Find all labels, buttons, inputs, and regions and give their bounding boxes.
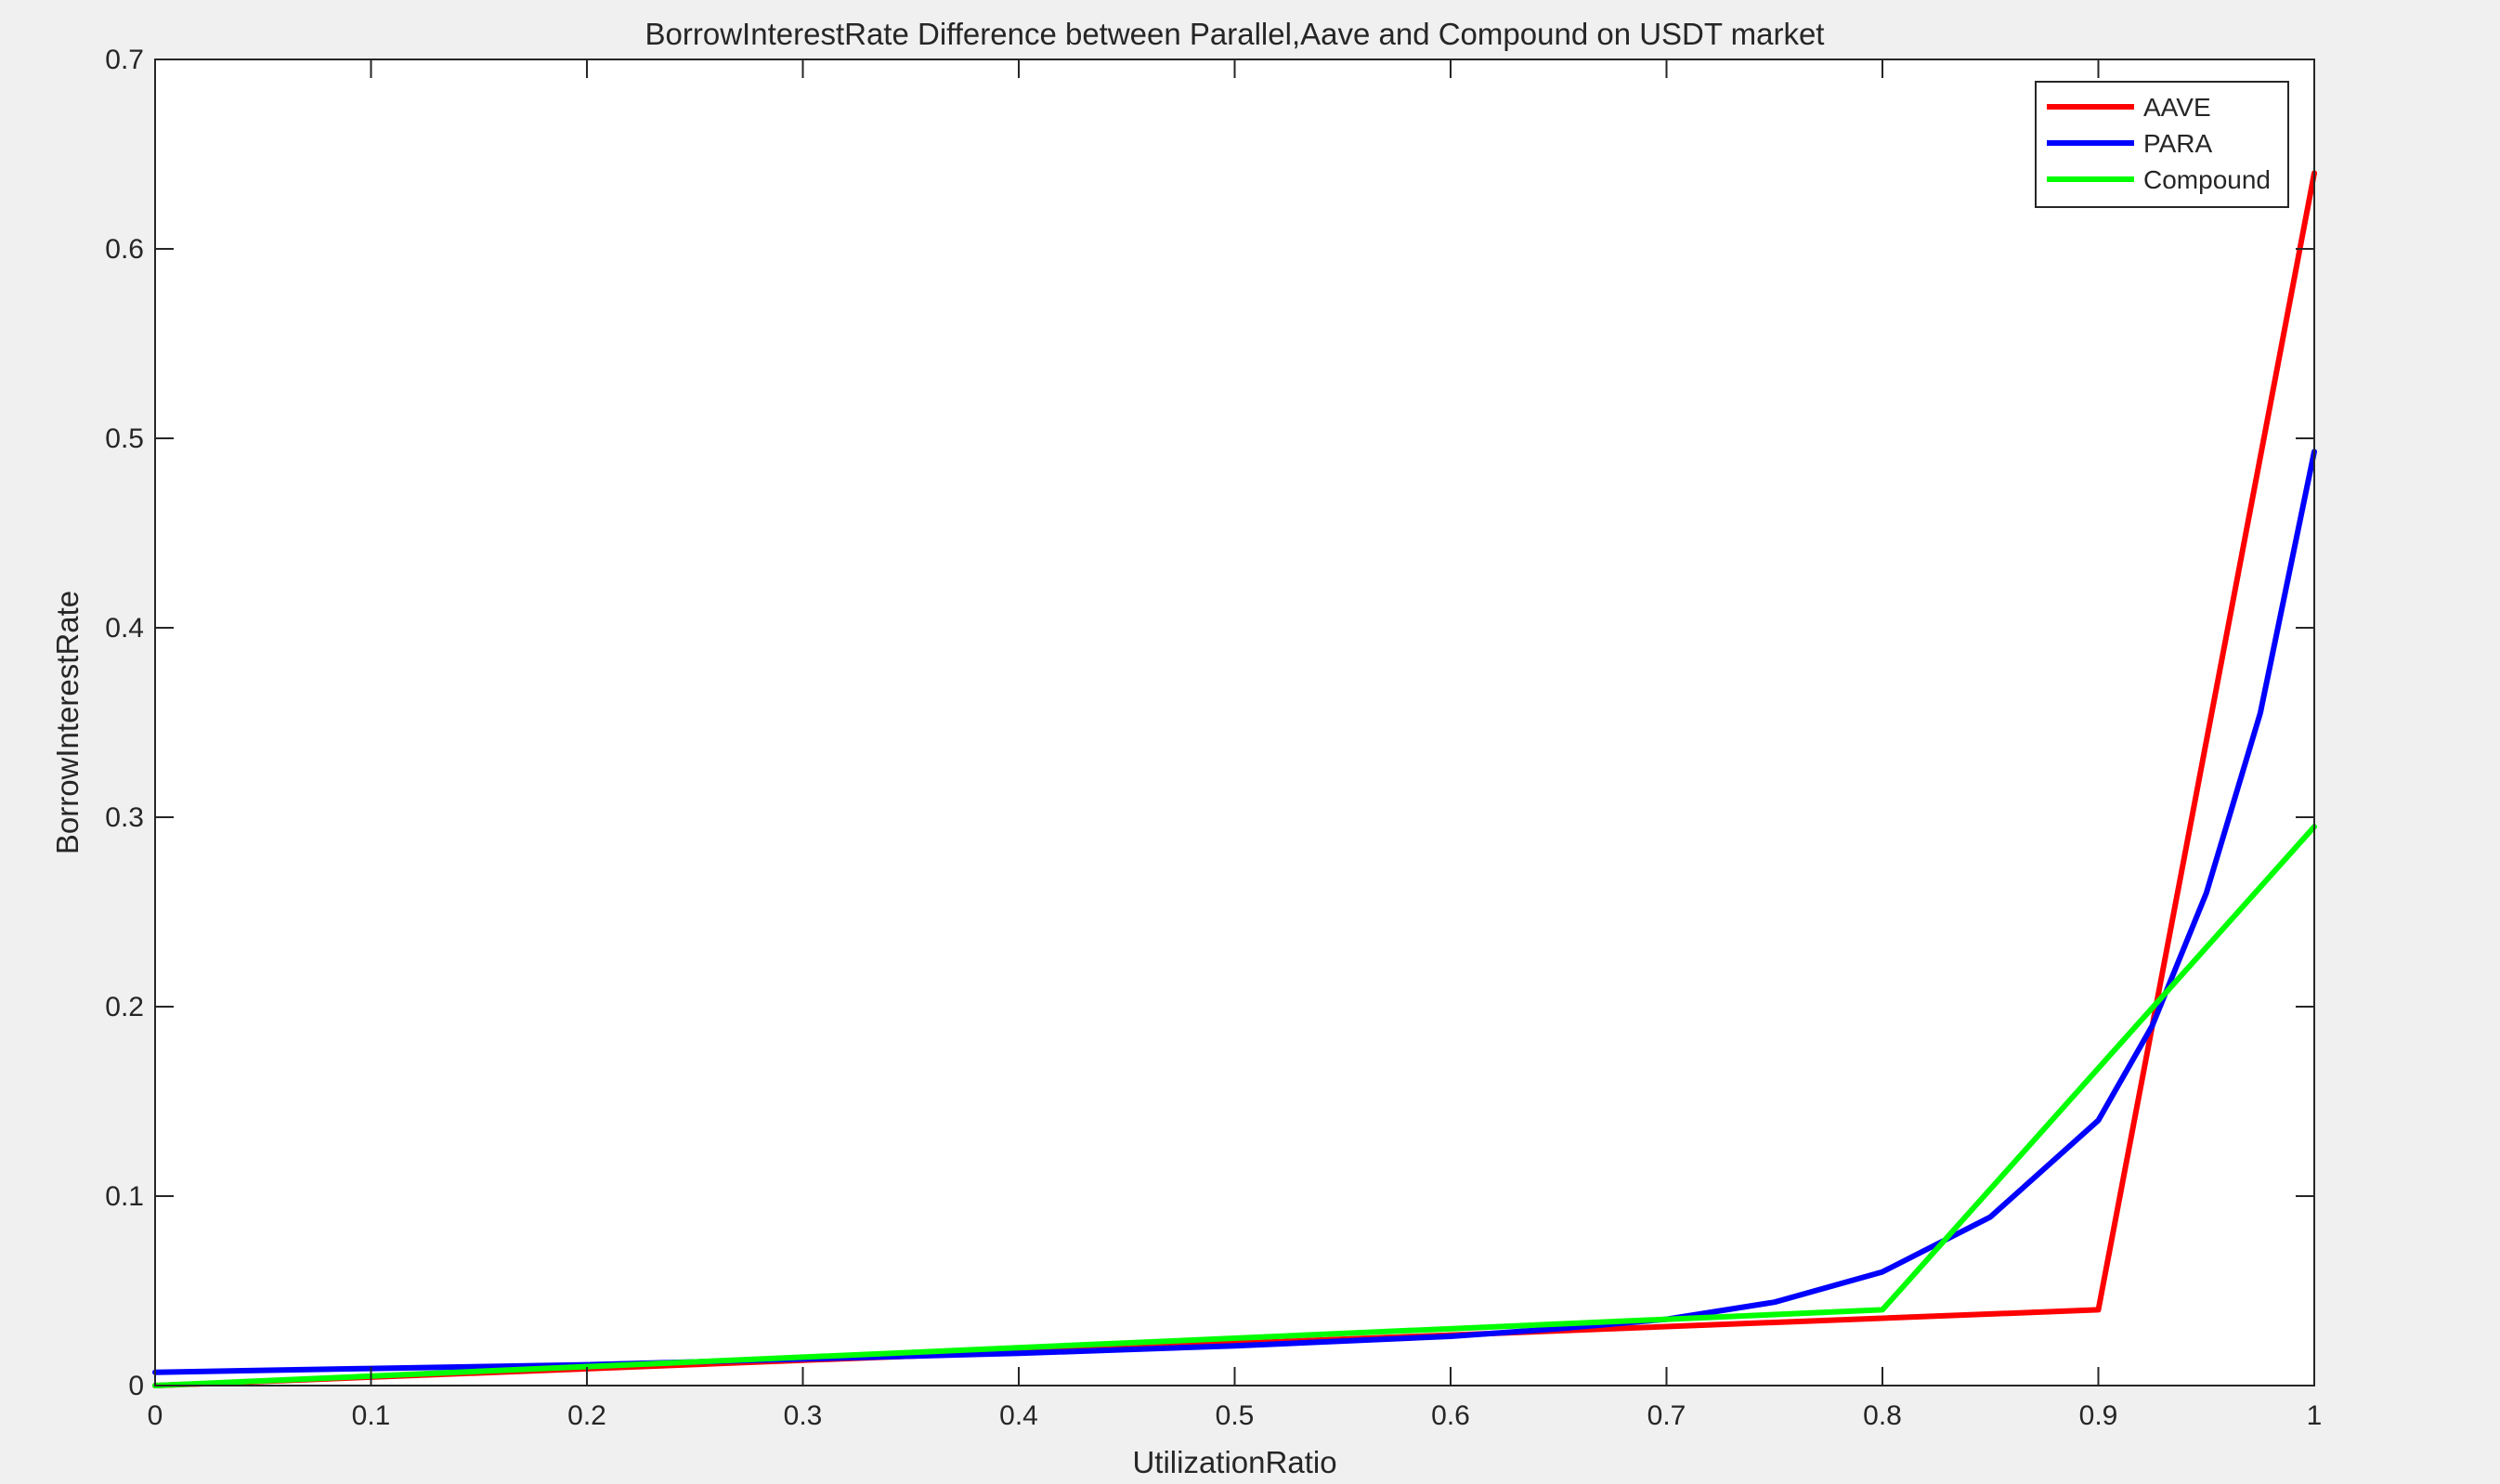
y-axis-label: BorrowInterestRate	[50, 591, 85, 854]
y-tick-label: 0.4	[105, 613, 144, 644]
y-tick-label: 0.5	[105, 423, 144, 454]
x-tick-label: 1	[2307, 1400, 2323, 1431]
chart-title: BorrowInterestRate Difference between Pa…	[645, 17, 1825, 51]
y-tick-label: 0.7	[105, 45, 144, 75]
y-tick-label: 0.6	[105, 234, 144, 265]
plot-area	[155, 59, 2314, 1386]
legend-label: AAVE	[2143, 93, 2211, 122]
ticks-layer: 0 0.1 0.2 0.3 0.4 0.5 0.6 0.7 0.8 0.9 1 0 0.1 0.2 0.3 0…	[105, 45, 2322, 1431]
x-tick-label: 0.8	[1863, 1400, 1902, 1431]
x-tick-label: 0.5	[1216, 1400, 1255, 1431]
x-axis-label: UtilizationRatio	[1132, 1445, 1336, 1479]
legend-label: Compound	[2143, 165, 2271, 194]
series-layer	[152, 170, 2317, 1388]
x-tick-label: 0.7	[1647, 1400, 1686, 1431]
y-tick-label: 0	[128, 1371, 144, 1401]
x-tick-label: 0	[148, 1400, 163, 1431]
x-tick-label: 0.4	[999, 1400, 1038, 1431]
x-tick-label: 0.6	[1431, 1400, 1470, 1431]
legend: AAVE PARA Compound	[2035, 81, 2289, 208]
y-tick-label: 0.3	[105, 802, 144, 833]
x-tick-label: 0.2	[567, 1400, 606, 1431]
series-line-compound	[152, 824, 2317, 1388]
legend-label: PARA	[2143, 129, 2212, 158]
x-tick-label: 0.3	[784, 1400, 823, 1431]
y-tick-label: 0.2	[105, 992, 144, 1022]
y-tick-label: 0.1	[105, 1181, 144, 1212]
x-tick-label: 0.9	[2079, 1400, 2118, 1431]
x-tick-label: 0.1	[352, 1400, 391, 1431]
